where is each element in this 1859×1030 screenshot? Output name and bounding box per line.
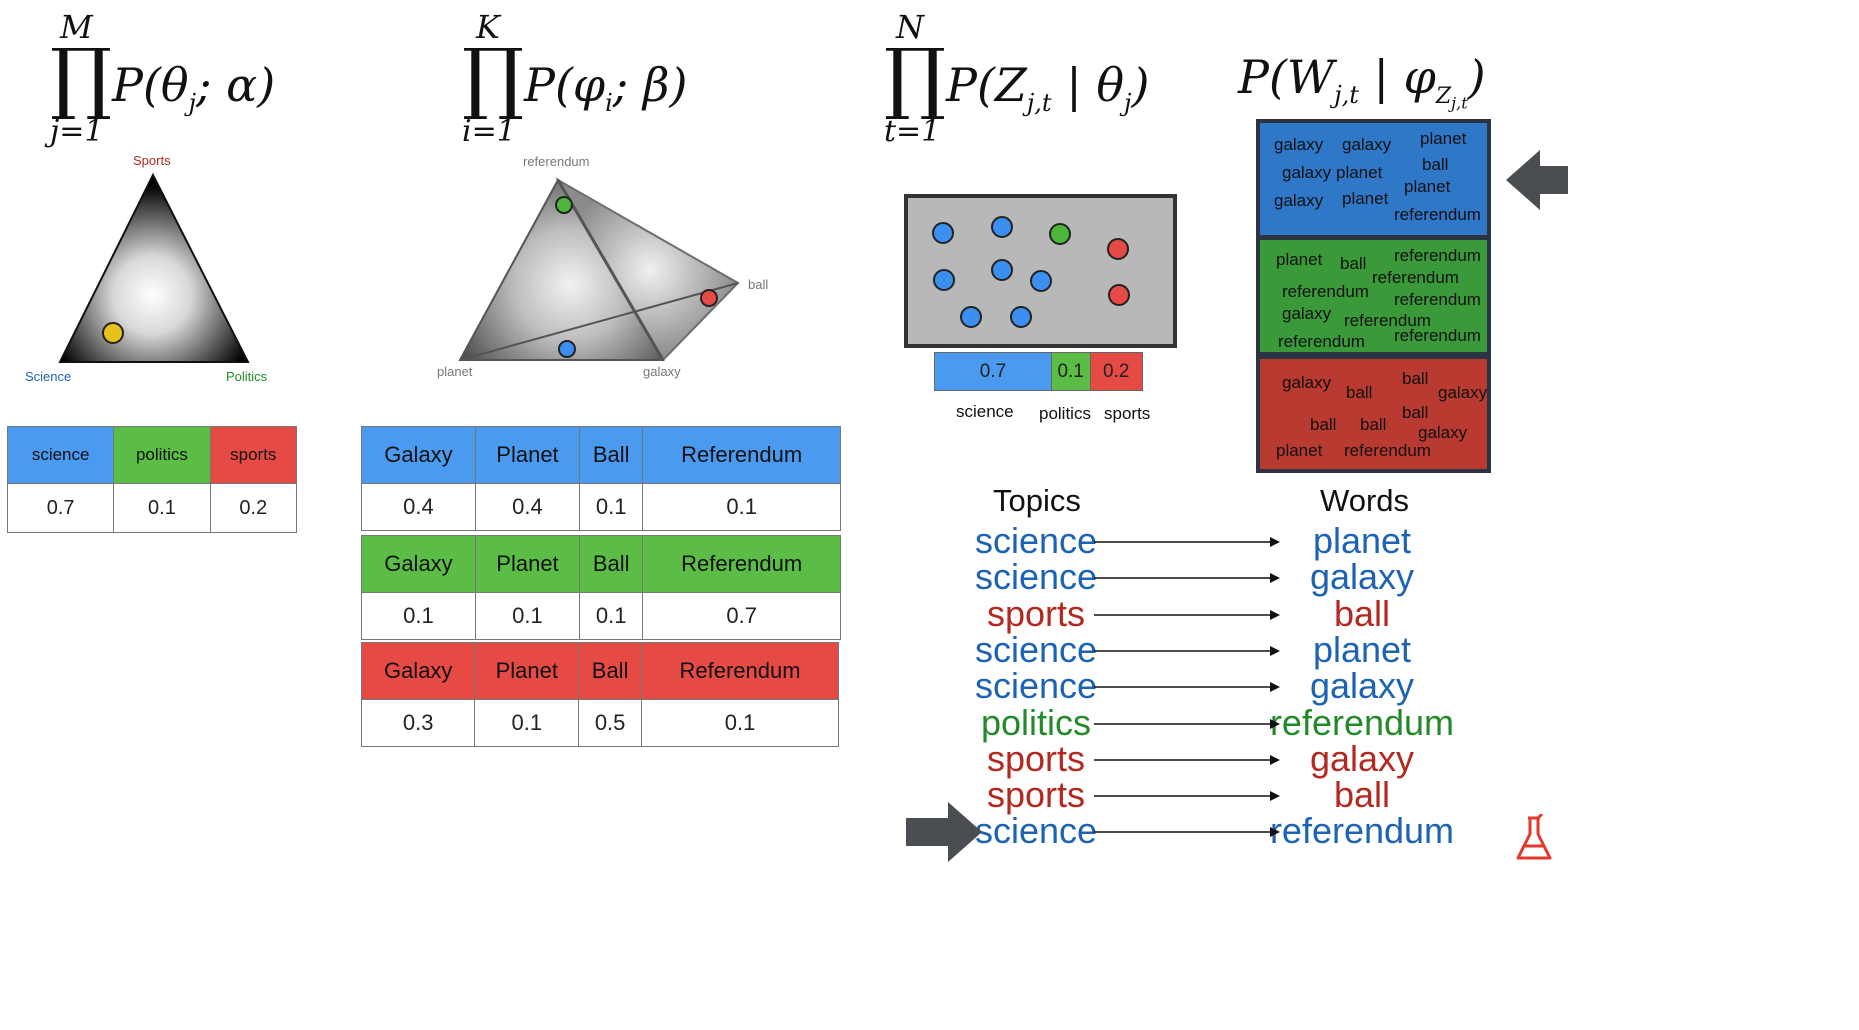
header-galaxy: Galaxy bbox=[360, 642, 476, 700]
table-cell: 0.1 bbox=[642, 483, 841, 531]
word-label: galaxy bbox=[1309, 737, 1415, 779]
assignment-arrow bbox=[1094, 718, 1280, 729]
table-cell: 0.3 bbox=[360, 699, 476, 747]
assignment-arrow bbox=[1094, 537, 1280, 547]
formula-theta: M ∏ P(θj; α) j=1 bbox=[50, 8, 276, 149]
word-label: planet bbox=[1312, 520, 1412, 561]
header-referendum: Referendum bbox=[642, 535, 841, 593]
formula-phi: K ∏ P(φi; β) i=1 bbox=[462, 8, 688, 149]
bar-label-science: science bbox=[956, 402, 1014, 421]
assignment-arrow bbox=[1094, 754, 1280, 765]
table-cell: 0.7 bbox=[642, 592, 841, 640]
topic-simplex bbox=[58, 172, 250, 363]
label-sports: Sports bbox=[133, 153, 171, 168]
word-box-science: galaxy galaxy planet galaxy planet ball … bbox=[1256, 119, 1491, 239]
assignment-arrow bbox=[1094, 827, 1280, 838]
label-galaxy: galaxy bbox=[643, 364, 681, 379]
table-cell: 0.1 bbox=[474, 699, 580, 747]
table-cell: 0.4 bbox=[361, 483, 476, 531]
label-science: Science bbox=[25, 369, 72, 384]
value-politics: 0.1 bbox=[113, 483, 211, 533]
topics-heading: Topics bbox=[993, 483, 1081, 518]
table-cell: 0.4 bbox=[474, 483, 581, 531]
word-label: ball bbox=[1333, 592, 1391, 634]
arrow-left-icon bbox=[1506, 150, 1568, 210]
header-planet: Planet bbox=[474, 642, 580, 700]
topic-label: politics bbox=[980, 701, 1092, 743]
topic-label: sports bbox=[986, 592, 1086, 634]
formula-z: N ∏ P(Zj,t | θj) t=1 bbox=[884, 8, 1150, 149]
header-planet: Planet bbox=[474, 535, 581, 593]
flask-logo-icon bbox=[1516, 814, 1552, 860]
word-label: referendum bbox=[1269, 701, 1455, 743]
assignment-arrow bbox=[1094, 609, 1280, 620]
label-politics: Politics bbox=[226, 369, 268, 384]
topic-label: science bbox=[974, 810, 1098, 852]
word-label: galaxy bbox=[1309, 556, 1415, 598]
word-label: galaxy bbox=[1309, 665, 1415, 707]
word-box-sports: galaxy ball ball galaxy ball ball ball g… bbox=[1256, 355, 1491, 473]
topic-label: science bbox=[974, 665, 1098, 707]
phi-point-red bbox=[700, 289, 718, 307]
word-table-sports: Galaxy Planet Ball Referendum 0.3 0.1 0.… bbox=[360, 642, 839, 747]
word-label: planet bbox=[1312, 628, 1412, 670]
assignment-arrow bbox=[1094, 682, 1280, 693]
bar-label-sports: sports bbox=[1104, 404, 1151, 423]
assignment-arrow bbox=[1094, 791, 1280, 802]
bar-science: 0.7 bbox=[935, 353, 1052, 390]
header-planet: Planet bbox=[474, 426, 581, 484]
table-cell: 0.1 bbox=[579, 483, 644, 531]
document-topic-bar: 0.7 0.1 0.2 bbox=[934, 352, 1143, 391]
value-sports: 0.2 bbox=[209, 483, 298, 533]
words-heading: Words bbox=[1320, 483, 1410, 518]
label-ball: ball bbox=[748, 277, 769, 292]
header-politics: politics bbox=[113, 426, 211, 484]
word-box-politics: planet ball referendum referendum refere… bbox=[1256, 236, 1491, 356]
label-referendum: referendum bbox=[523, 154, 590, 169]
header-referendum: Referendum bbox=[641, 642, 839, 700]
triangle bbox=[58, 172, 250, 363]
label-planet: planet bbox=[437, 364, 473, 379]
word-table-politics: Galaxy Planet Ball Referendum 0.1 0.1 0.… bbox=[361, 535, 841, 640]
header-galaxy: Galaxy bbox=[361, 426, 476, 484]
header-ball: Ball bbox=[579, 535, 644, 593]
header-galaxy: Galaxy bbox=[361, 535, 476, 593]
header-sports: sports bbox=[209, 426, 298, 484]
bar-label-politics: politics bbox=[1039, 404, 1091, 423]
phi-point-blue bbox=[558, 340, 576, 358]
topic-label: science bbox=[974, 520, 1098, 561]
bar-politics: 0.1 bbox=[1051, 353, 1091, 390]
header-referendum: Referendum bbox=[642, 426, 841, 484]
arrow-right-icon bbox=[906, 802, 982, 862]
document-topic-dots bbox=[904, 194, 1177, 348]
word-simplex bbox=[458, 177, 740, 362]
topic-label: science bbox=[974, 628, 1098, 670]
word-label: ball bbox=[1333, 774, 1391, 816]
table-cell: 0.1 bbox=[579, 592, 644, 640]
topic-label: sports bbox=[986, 774, 1086, 816]
assignment-arrow bbox=[1094, 573, 1280, 584]
value-science: 0.7 bbox=[6, 483, 115, 533]
table-cell: 0.1 bbox=[361, 592, 476, 640]
word-table-science: Galaxy Planet Ball Referendum 0.4 0.4 0.… bbox=[361, 426, 841, 531]
bar-sports: 0.2 bbox=[1090, 353, 1143, 390]
topic-label: sports bbox=[986, 737, 1086, 779]
theta-point bbox=[102, 322, 124, 344]
table-cell: 0.1 bbox=[474, 592, 581, 640]
table-cell: 0.5 bbox=[578, 699, 643, 747]
header-ball: Ball bbox=[579, 426, 644, 484]
header-science: science bbox=[6, 426, 115, 484]
assignment-arrow bbox=[1094, 645, 1280, 656]
topic-distribution-table: science politics sports 0.7 0.1 0.2 bbox=[6, 426, 298, 533]
word-label: referendum bbox=[1269, 810, 1455, 852]
formula-w: P(Wj,t | φZj,t) bbox=[1238, 50, 1486, 113]
phi-point-green bbox=[555, 196, 573, 214]
table-cell: 0.1 bbox=[641, 699, 839, 747]
header-ball: Ball bbox=[578, 642, 643, 700]
topic-label: science bbox=[974, 556, 1098, 598]
